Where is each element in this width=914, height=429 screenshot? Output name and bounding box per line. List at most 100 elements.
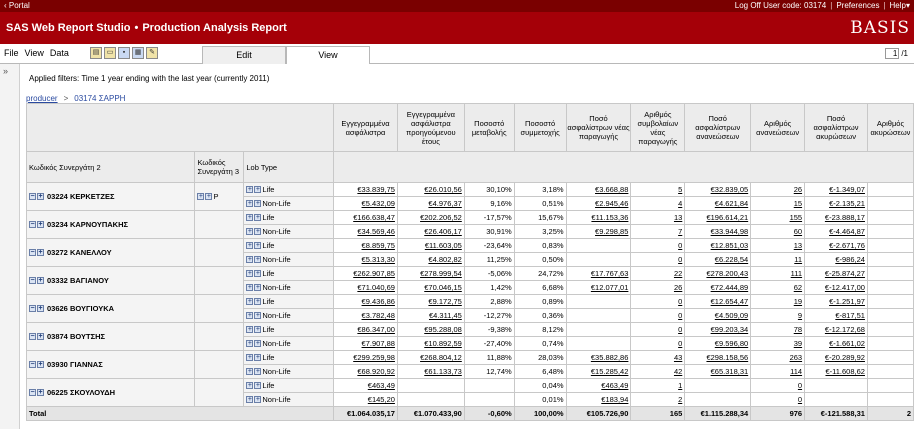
col-header[interactable]: Ποσό ασφαλίστρων ανανεώσεων: [684, 103, 752, 152]
cell-value[interactable]: 263: [789, 352, 803, 362]
cell-value[interactable]: €463,49: [367, 380, 395, 390]
cell-value[interactable]: €-1.251,97: [829, 296, 865, 306]
cell-value[interactable]: €70.046,15: [424, 282, 462, 292]
tab-view[interactable]: View: [286, 46, 370, 64]
expand-icon[interactable]: +: [246, 354, 254, 362]
cell-value[interactable]: €268.804,12: [420, 352, 462, 362]
col-header[interactable]: Εγγεγραμμένα ασφάλιστρα: [333, 103, 398, 152]
cell-value[interactable]: €12.851,03: [710, 240, 749, 250]
cell-value[interactable]: €11.153,36: [591, 212, 629, 222]
cell-value[interactable]: €166.638,47: [353, 212, 395, 222]
expand-icon[interactable]: +: [254, 256, 262, 264]
portal-link[interactable]: ‹ Portal: [4, 1, 30, 10]
cell-value[interactable]: €12.654,47: [710, 296, 749, 306]
cell-value[interactable]: €8.859,75: [361, 240, 395, 250]
cell-value[interactable]: €6.228,54: [714, 254, 749, 264]
cell-value[interactable]: 13: [793, 240, 803, 250]
cell-value[interactable]: 0: [678, 296, 683, 306]
expand-icon[interactable]: +: [246, 242, 254, 250]
cell-value[interactable]: 19: [793, 296, 803, 306]
print-icon[interactable]: ▦: [132, 47, 144, 59]
expand-icon[interactable]: +: [254, 312, 262, 320]
cell-value[interactable]: €4.976,37: [428, 198, 462, 208]
expand-icon[interactable]: +: [197, 193, 205, 201]
expand-icon[interactable]: +: [254, 368, 262, 376]
cell-value[interactable]: €71.040,69: [357, 282, 395, 292]
partner-name[interactable]: 03224 ΚΕΡΚΕΤΖΕΣ: [47, 191, 115, 201]
partner-name[interactable]: 03234 ΚΑΡΝΟΥΠΑΚΗΣ: [47, 219, 128, 229]
cell-value[interactable]: €278.999,54: [420, 268, 462, 278]
expand-icon[interactable]: +: [254, 284, 262, 292]
cell-value[interactable]: €278.200,43: [706, 268, 749, 278]
cell-value[interactable]: 15: [793, 198, 803, 208]
cell-value[interactable]: €-817,51: [835, 310, 865, 320]
cell-value[interactable]: €183,94: [601, 394, 629, 404]
cell-value[interactable]: €-23.888,17: [824, 212, 865, 222]
expand-icon[interactable]: +: [254, 214, 262, 222]
cell-value[interactable]: €32.839,05: [710, 184, 749, 194]
partner-name[interactable]: 03332 ΒΑΓΙΑΝΟΥ: [47, 275, 109, 285]
expand-icon[interactable]: +: [37, 389, 44, 396]
expand-icon[interactable]: +: [37, 193, 44, 200]
expand-icon[interactable]: +: [246, 368, 254, 376]
expand-icon[interactable]: +: [246, 396, 254, 404]
cell-value[interactable]: 0: [678, 254, 683, 264]
expand-icon[interactable]: +: [246, 228, 254, 236]
cell-value[interactable]: 4: [678, 198, 683, 208]
expand-icon[interactable]: +: [246, 284, 254, 292]
cell-value[interactable]: €3.668,88: [595, 184, 629, 194]
preferences-link[interactable]: Preferences: [836, 1, 880, 10]
cell-value[interactable]: 1: [678, 380, 683, 390]
cell-value[interactable]: 0: [797, 394, 803, 404]
cell-value[interactable]: €86.347,00: [357, 324, 395, 334]
cell-value[interactable]: 43: [673, 352, 683, 362]
partner-name[interactable]: 03874 ΒΟΥΤΣΗΣ: [47, 331, 105, 341]
collapse-icon[interactable]: −: [29, 193, 36, 200]
cell-value[interactable]: €4.802,82: [428, 254, 462, 264]
edit-icon[interactable]: ✎: [146, 47, 158, 59]
cell-value[interactable]: 60: [793, 226, 803, 236]
cell-value[interactable]: 0: [678, 324, 683, 334]
expand-icon[interactable]: +: [205, 193, 213, 201]
cell-value[interactable]: 111: [790, 268, 803, 278]
col-header[interactable]: Ποσοστό συμμετοχής: [513, 103, 567, 152]
expand-icon[interactable]: +: [37, 277, 44, 284]
expand-icon[interactable]: +: [246, 326, 254, 334]
cell-value[interactable]: €99.203,34: [710, 324, 749, 334]
cell-value[interactable]: 42: [673, 366, 683, 376]
expand-icon[interactable]: +: [254, 228, 262, 236]
cell-value[interactable]: €72.444,89: [710, 282, 749, 292]
cell-value[interactable]: €9.596,80: [714, 338, 749, 348]
menu-view[interactable]: View: [24, 48, 44, 58]
cell-value[interactable]: €2.945,46: [595, 198, 629, 208]
cell-value[interactable]: €298.158,56: [706, 352, 749, 362]
cell-value[interactable]: €-12.172,68: [824, 324, 865, 334]
col-header[interactable]: Ποσοστό μεταβολής: [463, 103, 515, 152]
cell-value[interactable]: €5.432,09: [361, 198, 395, 208]
expand-icon[interactable]: +: [246, 256, 254, 264]
cell-value[interactable]: €33.839,75: [357, 184, 395, 194]
expand-icon[interactable]: +: [254, 298, 262, 306]
cell-value[interactable]: €11.603,05: [424, 240, 462, 250]
cell-value[interactable]: €-20.289,92: [824, 352, 865, 362]
cell-value[interactable]: 62: [793, 282, 803, 292]
expand-icon[interactable]: +: [254, 270, 262, 278]
expand-icon[interactable]: +: [246, 214, 254, 222]
cell-value[interactable]: €-2.671,76: [829, 240, 865, 250]
cell-value[interactable]: 0: [678, 310, 683, 320]
cell-value[interactable]: €-12.417,00: [824, 282, 865, 292]
partner-header[interactable]: Κωδικός Συνεργάτη 2: [25, 151, 196, 183]
col-header[interactable]: Αριθμός ακυρώσεων: [866, 103, 914, 152]
cell-value[interactable]: 39: [793, 338, 803, 348]
collapse-icon[interactable]: −: [29, 305, 36, 312]
expand-icon[interactable]: +: [254, 242, 262, 250]
cell-value[interactable]: €95.288,08: [424, 324, 462, 334]
expand-panel-icon[interactable]: »: [3, 66, 9, 76]
expand-icon[interactable]: +: [246, 200, 254, 208]
lob-header[interactable]: Lob Type: [243, 151, 335, 183]
new-report-icon[interactable]: ▤: [90, 47, 102, 59]
expand-icon[interactable]: +: [246, 382, 254, 390]
expand-icon[interactable]: +: [37, 305, 44, 312]
cell-value[interactable]: 0: [678, 240, 683, 250]
tab-edit[interactable]: Edit: [202, 46, 286, 64]
